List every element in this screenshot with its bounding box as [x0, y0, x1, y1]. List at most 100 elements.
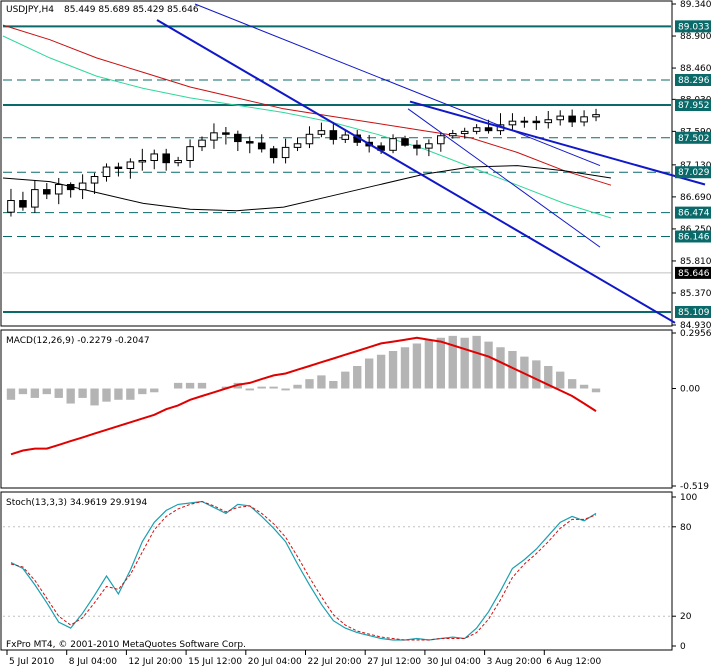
macd-tick-label: 0.00	[680, 385, 700, 395]
time-label: 20 Jul 04:00	[248, 657, 302, 667]
price-pane[interactable]: 89.34088.90088.46088.03087.59087.13086.6…	[0, 0, 712, 331]
level-badge	[675, 206, 711, 219]
candle-body	[556, 115, 564, 121]
trend-lines[interactable]	[156, 3, 706, 324]
candle-body	[472, 127, 481, 132]
candle-body	[448, 133, 457, 137]
candle-body	[329, 130, 338, 140]
candle-body	[389, 138, 397, 151]
sma-red-line	[2, 24, 612, 186]
current-price-label: 85.646	[678, 269, 710, 279]
price-tick-label: 86.250	[680, 225, 712, 235]
candle-body	[293, 143, 302, 148]
level-label: 87.502	[678, 134, 710, 144]
horizontal-levels	[3, 25, 671, 313]
candle-body	[31, 189, 39, 208]
stochastic-main-line	[10, 500, 597, 641]
candle-body	[126, 161, 135, 170]
candle-body	[401, 138, 409, 146]
candle-body	[544, 119, 553, 124]
level-badge	[675, 73, 711, 86]
stochastic-tick-label: 0	[680, 642, 686, 652]
stochastic-pane-frame	[0, 491, 673, 651]
macd-signal	[10, 336, 597, 456]
candle-body	[162, 153, 170, 164]
level-label: 87.952	[678, 101, 710, 111]
trend-line	[409, 100, 706, 186]
candle-body	[484, 127, 493, 132]
time-label: 27 Jul 12:00	[367, 657, 421, 667]
candlesticks	[7, 108, 600, 217]
level-label: 86.146	[678, 232, 710, 242]
level-badge	[675, 230, 711, 243]
candle-body	[460, 130, 469, 135]
candle-body	[568, 115, 576, 123]
level-label: 85.109	[678, 308, 710, 318]
candle-body	[19, 200, 27, 208]
candle-body	[257, 142, 266, 150]
symbol-header: USDJPY,H4	[6, 5, 54, 15]
macd-axis: 0.2956 0.00 -0.519	[672, 329, 712, 492]
candle-body	[198, 139, 206, 148]
candle-body	[317, 130, 326, 135]
time-label: 22 Jul 20:00	[308, 657, 362, 667]
time-label: 30 Jul 04:00	[427, 657, 481, 667]
candle-body	[186, 146, 194, 161]
candle-body	[341, 134, 350, 140]
trend-line	[194, 3, 601, 167]
macd-pane-frame	[0, 329, 673, 489]
candle-body	[138, 159, 147, 163]
price-tick-label: 85.810	[680, 257, 712, 267]
level-badge	[675, 20, 711, 33]
time-label: 8 Jul 04:00	[69, 657, 118, 667]
stochastic-title: Stoch(13,3,3) 34.9619 29.9194	[6, 498, 147, 508]
stochastic-axis: 100 80 20 0	[672, 493, 697, 652]
candle-body	[437, 135, 445, 145]
candle-body	[102, 166, 111, 178]
price-tick-label: 88.900	[680, 32, 712, 42]
candle-body	[413, 144, 421, 149]
price-tick-label: 86.690	[680, 193, 712, 203]
level-label: 87.029	[678, 168, 710, 178]
stochastic-pane[interactable]: 100 80 20 0 Stoch(13,3,3) 34.9619 29.9194 F…	[0, 491, 697, 652]
price-tick-label: 88.460	[680, 64, 712, 74]
candle-body	[425, 143, 433, 149]
level-label: 89.033	[678, 22, 710, 32]
time-axis: 5 Jul 2010 8 Jul 04:00 12 Jul 20:00 15 Jul …	[6, 650, 602, 667]
candle-body	[305, 133, 314, 145]
candle-body	[54, 184, 63, 195]
candle-body	[210, 132, 218, 141]
price-tick-label: 89.340	[680, 0, 712, 10]
candle-body	[580, 116, 588, 123]
trend-line	[407, 108, 601, 248]
candle-body	[66, 184, 75, 191]
price-pane-frame	[0, 0, 673, 327]
candle-body	[78, 182, 87, 191]
price-tick-label: 84.930	[680, 321, 712, 331]
candle-body	[245, 141, 254, 144]
level-badge	[675, 305, 711, 318]
price-tick-label: 87.130	[680, 161, 712, 171]
level-label: 88.296	[678, 76, 710, 86]
level-badge	[675, 166, 711, 179]
candle-body	[7, 200, 15, 213]
stochastic-tick-label: 20	[680, 612, 692, 622]
candle-body	[269, 148, 278, 159]
candle-body	[532, 120, 541, 124]
time-label: 15 Jul 12:00	[188, 657, 242, 667]
macd-title: MACD(12,26,9) -0.2279 -0.2047	[6, 336, 150, 346]
macd-signal-line	[10, 336, 597, 456]
price-tick-label: 85.370	[680, 289, 712, 299]
current-price-badge	[675, 266, 711, 279]
time-label: 12 Jul 20:00	[128, 657, 182, 667]
level-badge	[675, 99, 711, 112]
sma-black-line	[2, 165, 612, 212]
candle-body	[281, 146, 290, 159]
trend-line	[156, 19, 676, 324]
time-label: 5 Jul 2010	[9, 657, 54, 667]
level-badge	[675, 131, 711, 144]
candle-body	[174, 159, 182, 164]
candle-body	[508, 120, 517, 126]
macd-pane[interactable]: 0.2956 0.00 -0.519 MACD(12,26,9) -0.2279 -…	[0, 329, 712, 492]
